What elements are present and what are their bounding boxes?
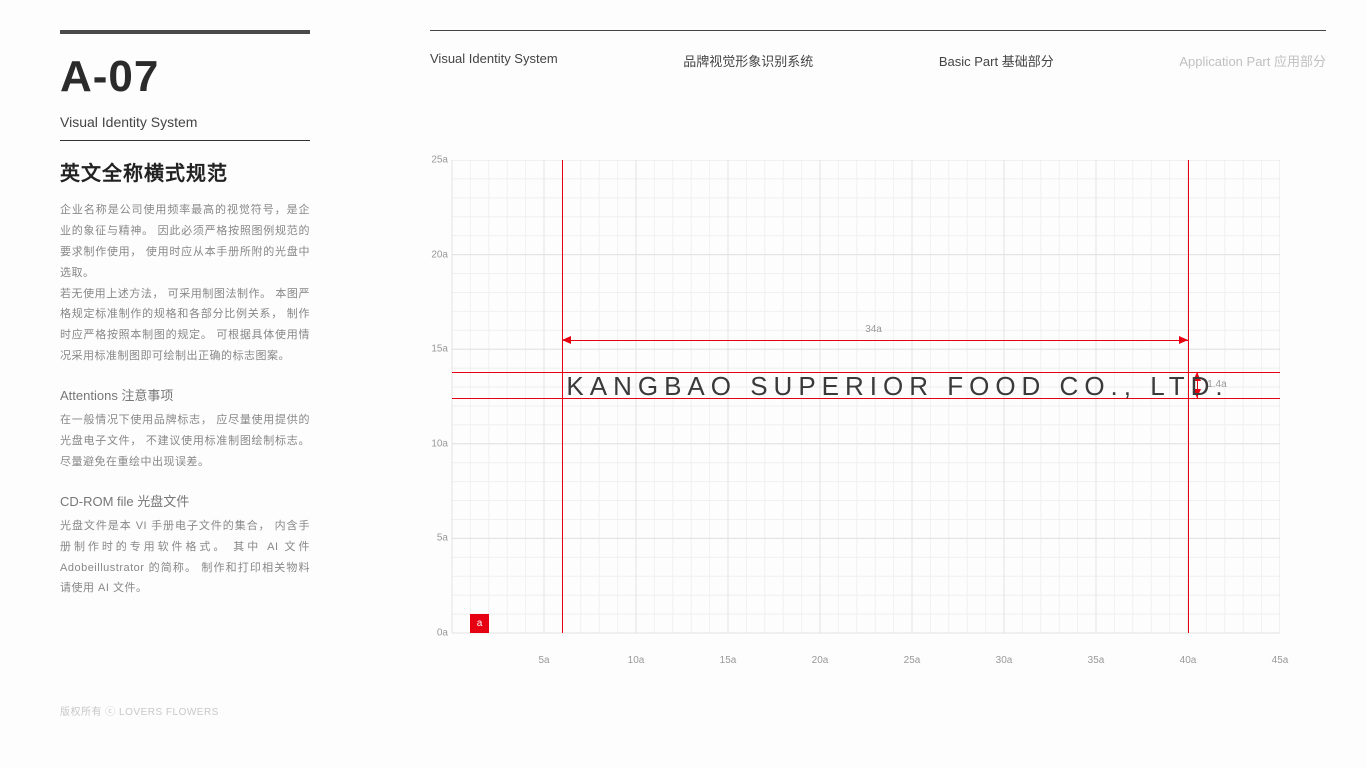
hdr-col-1: Visual Identity System bbox=[430, 51, 558, 70]
y-tick-label: 5a bbox=[437, 533, 448, 544]
header-rule bbox=[430, 30, 1326, 31]
y-tick-label: 20a bbox=[431, 249, 448, 260]
y-tick-label: 10a bbox=[431, 438, 448, 449]
x-tick-label: 30a bbox=[996, 655, 1013, 666]
vis-title: Visual Identity System bbox=[60, 114, 310, 130]
unit-box: a bbox=[470, 614, 488, 633]
spec-title: 英文全称横式规范 bbox=[60, 157, 310, 186]
cdrom-body: 光盘文件是本 VI 手册电子文件的集合， 内含手册制作时的专用软件格式。 其中 … bbox=[60, 516, 310, 600]
top-rule bbox=[60, 30, 310, 34]
width-label: 34a bbox=[865, 324, 882, 335]
red-vline bbox=[562, 160, 563, 633]
header: Visual Identity System 品牌视觉形象识别系统 Basic … bbox=[430, 30, 1326, 70]
attentions-body: 在一般情况下使用品牌标志， 应尽量使用提供的光盘电子文件， 不建议使用标准制图绘… bbox=[60, 410, 310, 473]
y-tick-label: 25a bbox=[431, 155, 448, 166]
y-tick-label: 0a bbox=[437, 628, 448, 639]
grid-diagram: 0a5a10a15a20a25a5a10a15a20a25a30a35a40a4… bbox=[430, 160, 1280, 660]
page-code: A-07 bbox=[60, 52, 310, 102]
mid-rule bbox=[60, 140, 310, 141]
para-1: 企业名称是公司使用频率最高的视觉符号，是企业的象征与精神。 因此必须严格按照图例… bbox=[60, 200, 310, 284]
para-2: 若无使用上述方法， 可采用制图法制作。 本图严格规定标准制作的规格和各部分比例关… bbox=[60, 284, 310, 368]
x-tick-label: 10a bbox=[628, 655, 645, 666]
x-tick-label: 35a bbox=[1088, 655, 1105, 666]
x-tick-label: 25a bbox=[904, 655, 921, 666]
copyright: 版权所有 ⓒ LOVERS FLOWERS bbox=[60, 703, 219, 718]
hdr-col-4: Application Part 应用部分 bbox=[1179, 51, 1326, 70]
header-row: Visual Identity System 品牌视觉形象识别系统 Basic … bbox=[430, 51, 1326, 70]
logo-text: KANGBAO SUPERIOR FOOD CO., LTD. bbox=[566, 371, 1228, 402]
y-tick-label: 15a bbox=[431, 344, 448, 355]
x-tick-label: 5a bbox=[538, 655, 549, 666]
hdr-col-3: Basic Part 基础部分 bbox=[939, 51, 1054, 70]
width-arrow bbox=[562, 340, 1188, 341]
attentions-head: Attentions 注意事项 bbox=[60, 385, 310, 404]
x-tick-label: 15a bbox=[720, 655, 737, 666]
grid-svg bbox=[430, 160, 1280, 660]
cdrom-head: CD-ROM file 光盘文件 bbox=[60, 491, 310, 510]
left-column: A-07 Visual Identity System 英文全称横式规范 企业名… bbox=[60, 30, 310, 599]
x-tick-label: 20a bbox=[812, 655, 829, 666]
x-tick-label: 45a bbox=[1272, 655, 1289, 666]
x-tick-label: 40a bbox=[1180, 655, 1197, 666]
hdr-col-2: 品牌视觉形象识别系统 bbox=[683, 51, 813, 70]
